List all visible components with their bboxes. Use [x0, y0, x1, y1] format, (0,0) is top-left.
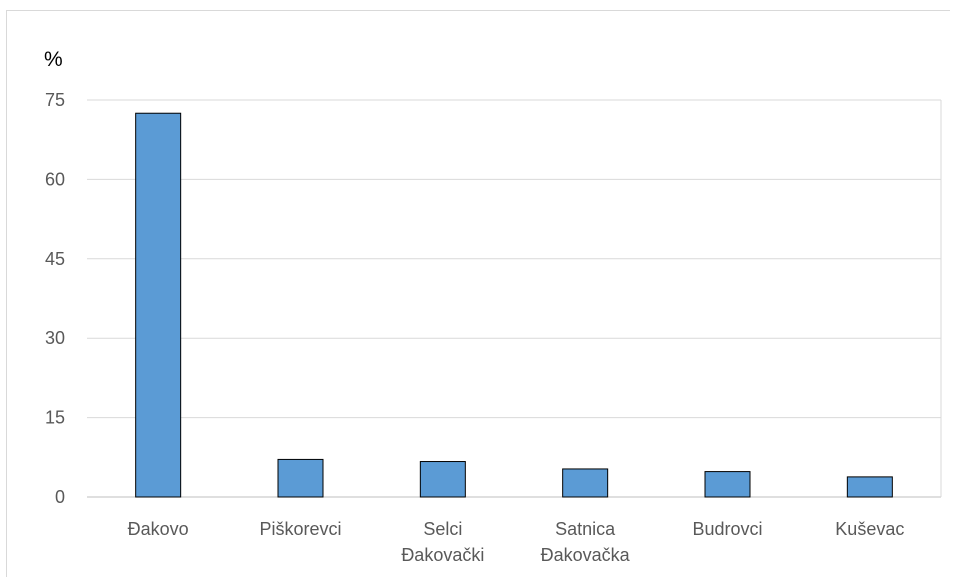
y-tick-label-30: 30 — [45, 328, 65, 348]
y-tick-label-75: 75 — [45, 90, 65, 110]
y-axis-unit-label: % — [44, 48, 63, 71]
bar-selci-đakovački — [419, 461, 466, 498]
bar-piškorevci — [277, 458, 324, 498]
x-tick-label-kuševac: Kuševac — [835, 519, 904, 539]
gridlines — [87, 99, 942, 498]
x-tick-label-selci-đakovački: Selci Đakovački — [401, 519, 484, 565]
x-tick-label-satnica-đakovačka: Satnica Đakovačka — [541, 519, 631, 565]
x-tick-label-piškorevci: Piškorevci — [259, 519, 341, 539]
x-tick-label-budrovci: Budrovci — [692, 519, 762, 539]
bar-satnica-đakovačka — [562, 468, 609, 498]
bars — [135, 112, 893, 498]
y-tick-label-0: 0 — [55, 487, 65, 507]
bar-đakovo — [135, 112, 182, 498]
y-tick-label-15: 15 — [45, 408, 65, 428]
chart-frame — [6, 10, 950, 577]
y-tick-label-60: 60 — [45, 169, 65, 189]
x-axis-tick-labels: Đakovo Piškorevci Selci Đakovački Satnica Đak… — [128, 519, 905, 565]
y-axis-tick-labels: 0 15 30 45 60 75 — [45, 90, 65, 507]
x-tick-label-đakovo: Đakovo — [128, 519, 189, 539]
y-tick-label-45: 45 — [45, 249, 65, 269]
bar-budrovci — [704, 471, 751, 498]
bar-kuševac — [846, 476, 893, 498]
